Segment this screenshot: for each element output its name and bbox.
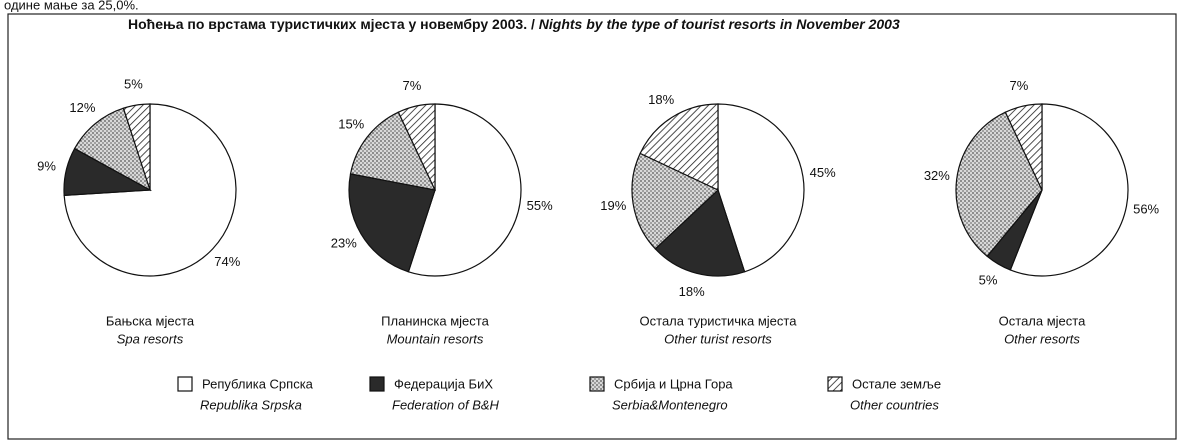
legend-swatch [369, 376, 385, 392]
pie-slice [397, 103, 436, 191]
pie-title: Остала туристичка мјеста [640, 313, 798, 328]
legend-label: Остале земље [852, 376, 941, 391]
legend-label: Србија и Црна Гора [614, 376, 733, 391]
separator: / [527, 16, 539, 32]
value-label: 32% [924, 168, 950, 183]
value-label: 12% [69, 100, 95, 115]
legend-label-en: Republika Srpska [200, 397, 302, 412]
legend-label-en: Other countries [850, 397, 939, 412]
value-label: 74% [214, 254, 240, 269]
pie-slice [631, 152, 720, 250]
legend-label-en: Federation of B&H [392, 397, 500, 412]
pie-title: Планинска мјеста [381, 313, 489, 328]
value-label: 7% [1009, 78, 1028, 93]
title: Ноћења по врстама туристичких мјеста у н… [128, 16, 527, 32]
value-label: 5% [979, 273, 998, 288]
legend-swatch [827, 376, 843, 392]
pie-slice [1004, 103, 1043, 191]
header-fragment: одине мање за 25,0%. [4, 0, 139, 12]
legend-swatch [177, 376, 193, 392]
pie-subtitle: Other turist resorts [664, 331, 772, 346]
value-label: 5% [124, 77, 143, 92]
value-label: 18% [679, 284, 705, 299]
pie-subtitle: Spa resorts [117, 331, 184, 346]
value-label: 9% [37, 158, 56, 173]
value-label: 45% [810, 165, 836, 180]
value-label: 15% [338, 116, 364, 131]
pie-slice [407, 103, 522, 277]
legend-swatch [589, 376, 605, 392]
pie-slice [348, 173, 436, 273]
pie-slice [1009, 103, 1129, 277]
pie-title: Бањска мјеста [106, 313, 195, 328]
title-en: Nights by the type of tourist resorts in… [539, 16, 900, 32]
legend-label: Федерација БиХ [394, 376, 493, 391]
pie-slice [122, 103, 151, 191]
legend-label-en: Serbia&Montenegro [612, 397, 728, 412]
value-label: 23% [331, 235, 357, 250]
value-label: 56% [1133, 201, 1159, 216]
value-label: 18% [648, 92, 674, 107]
pie-slice [639, 103, 719, 191]
frame [7, 13, 1177, 440]
pie-slice [717, 103, 805, 273]
legend-label: Република Српска [202, 376, 314, 391]
value-label: 19% [600, 198, 626, 213]
pie-slice [654, 188, 746, 277]
value-label: 7% [402, 78, 421, 93]
pie-slice [349, 111, 437, 191]
pie-subtitle: Mountain resorts [387, 331, 484, 346]
pie-subtitle: Other resorts [1004, 331, 1080, 346]
pie-slice [955, 111, 1043, 258]
chart-title: Ноћења по врстама туристичких мјеста у н… [128, 16, 900, 32]
pie-slice [73, 107, 152, 192]
value-label: 55% [527, 198, 553, 213]
pie-title: Остала мјеста [999, 313, 1086, 328]
